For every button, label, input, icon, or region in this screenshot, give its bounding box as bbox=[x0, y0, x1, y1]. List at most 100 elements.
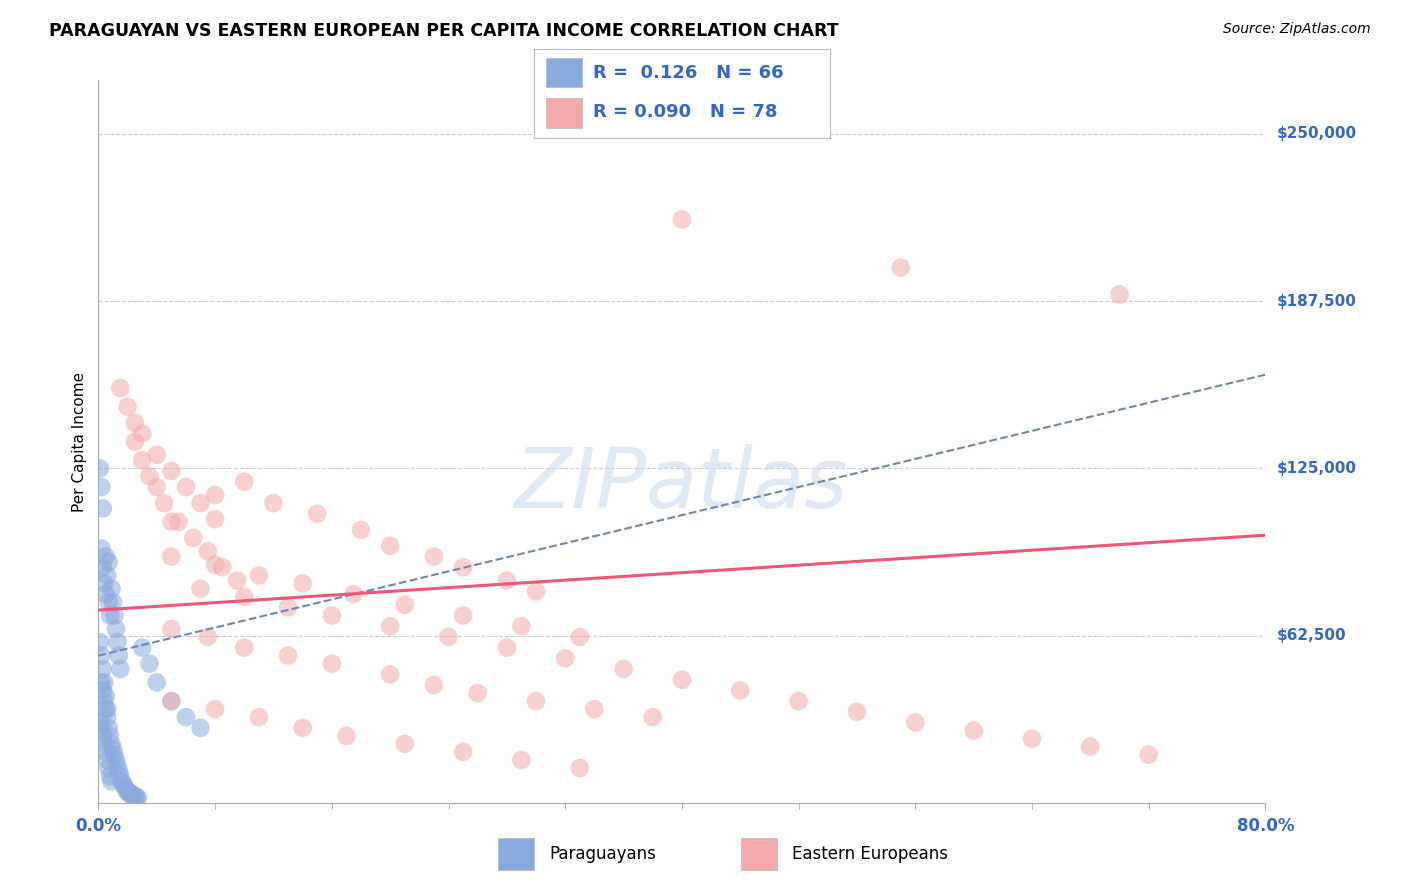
Point bbox=[146, 448, 169, 462]
Point bbox=[174, 480, 197, 494]
Point bbox=[787, 694, 810, 708]
Text: R = 0.090   N = 78: R = 0.090 N = 78 bbox=[593, 103, 778, 121]
Point bbox=[197, 630, 219, 644]
Point bbox=[204, 488, 226, 502]
Point bbox=[90, 675, 112, 690]
Point bbox=[153, 496, 176, 510]
Text: R =  0.126   N = 66: R = 0.126 N = 66 bbox=[593, 63, 785, 82]
Point bbox=[127, 790, 149, 805]
Point bbox=[91, 662, 114, 676]
Point bbox=[343, 587, 366, 601]
Point bbox=[91, 501, 114, 516]
Point bbox=[233, 590, 256, 604]
Point bbox=[98, 769, 121, 783]
Point bbox=[197, 544, 219, 558]
Point bbox=[122, 788, 145, 802]
Point bbox=[451, 745, 474, 759]
Point bbox=[89, 715, 111, 730]
Point bbox=[394, 737, 416, 751]
Text: Paraguayans: Paraguayans bbox=[548, 845, 655, 863]
Point bbox=[110, 769, 132, 783]
Text: $187,500: $187,500 bbox=[1277, 293, 1357, 309]
Point bbox=[394, 598, 416, 612]
Point bbox=[91, 683, 114, 698]
Point bbox=[451, 560, 474, 574]
Y-axis label: Per Capita Income: Per Capita Income bbox=[72, 371, 87, 512]
Point bbox=[307, 507, 329, 521]
Point bbox=[110, 662, 132, 676]
Point bbox=[93, 694, 115, 708]
Point bbox=[174, 710, 197, 724]
Point bbox=[105, 635, 128, 649]
Point bbox=[138, 469, 160, 483]
Point bbox=[1021, 731, 1043, 746]
Point bbox=[105, 758, 128, 772]
Point bbox=[121, 788, 143, 802]
Point bbox=[160, 515, 183, 529]
Point bbox=[495, 640, 517, 655]
Point bbox=[94, 745, 117, 759]
Point bbox=[378, 539, 402, 553]
Point bbox=[96, 702, 118, 716]
Point bbox=[101, 742, 124, 756]
Point bbox=[124, 434, 146, 449]
Point bbox=[291, 721, 314, 735]
Point bbox=[115, 782, 138, 797]
Point bbox=[845, 705, 868, 719]
Point bbox=[97, 761, 120, 775]
Point bbox=[962, 723, 984, 738]
Point bbox=[97, 595, 120, 609]
Point bbox=[94, 702, 117, 716]
Point bbox=[671, 212, 693, 227]
Point bbox=[1137, 747, 1160, 762]
Point bbox=[190, 582, 212, 596]
Text: Source: ZipAtlas.com: Source: ZipAtlas.com bbox=[1223, 22, 1371, 37]
Point bbox=[211, 560, 233, 574]
Point bbox=[108, 764, 131, 778]
Point bbox=[91, 729, 114, 743]
Bar bbox=[546, 98, 582, 128]
Point bbox=[233, 640, 256, 655]
Point bbox=[112, 777, 135, 791]
Point bbox=[160, 464, 183, 478]
Text: $125,000: $125,000 bbox=[1277, 461, 1357, 475]
Point bbox=[94, 549, 117, 564]
Point bbox=[97, 721, 120, 735]
Point bbox=[378, 619, 402, 633]
Point bbox=[277, 600, 299, 615]
Point bbox=[160, 694, 183, 708]
Point bbox=[94, 587, 117, 601]
Point bbox=[124, 790, 146, 805]
Point bbox=[1080, 739, 1102, 754]
Point bbox=[467, 686, 489, 700]
Point bbox=[89, 461, 111, 475]
Point bbox=[104, 622, 127, 636]
Point bbox=[90, 541, 112, 556]
Point bbox=[124, 416, 146, 430]
Point bbox=[131, 640, 153, 655]
Point bbox=[110, 381, 132, 395]
Point bbox=[510, 619, 533, 633]
Point bbox=[93, 675, 115, 690]
Text: $62,500: $62,500 bbox=[1277, 628, 1347, 643]
Point bbox=[103, 608, 125, 623]
Point bbox=[190, 721, 212, 735]
Point bbox=[423, 678, 446, 692]
Point bbox=[146, 480, 169, 494]
Point bbox=[204, 702, 226, 716]
Point bbox=[181, 531, 204, 545]
Point bbox=[125, 790, 148, 805]
Point bbox=[495, 574, 517, 588]
Point bbox=[100, 737, 122, 751]
Text: ZIPatlas: ZIPatlas bbox=[515, 444, 849, 525]
Point bbox=[160, 549, 183, 564]
Point bbox=[321, 608, 343, 623]
Point bbox=[160, 622, 183, 636]
Point bbox=[131, 426, 153, 441]
Point bbox=[262, 496, 284, 510]
Point bbox=[118, 785, 141, 799]
Point bbox=[94, 689, 117, 703]
Point bbox=[671, 673, 693, 687]
Point bbox=[96, 568, 118, 582]
Point bbox=[728, 683, 751, 698]
